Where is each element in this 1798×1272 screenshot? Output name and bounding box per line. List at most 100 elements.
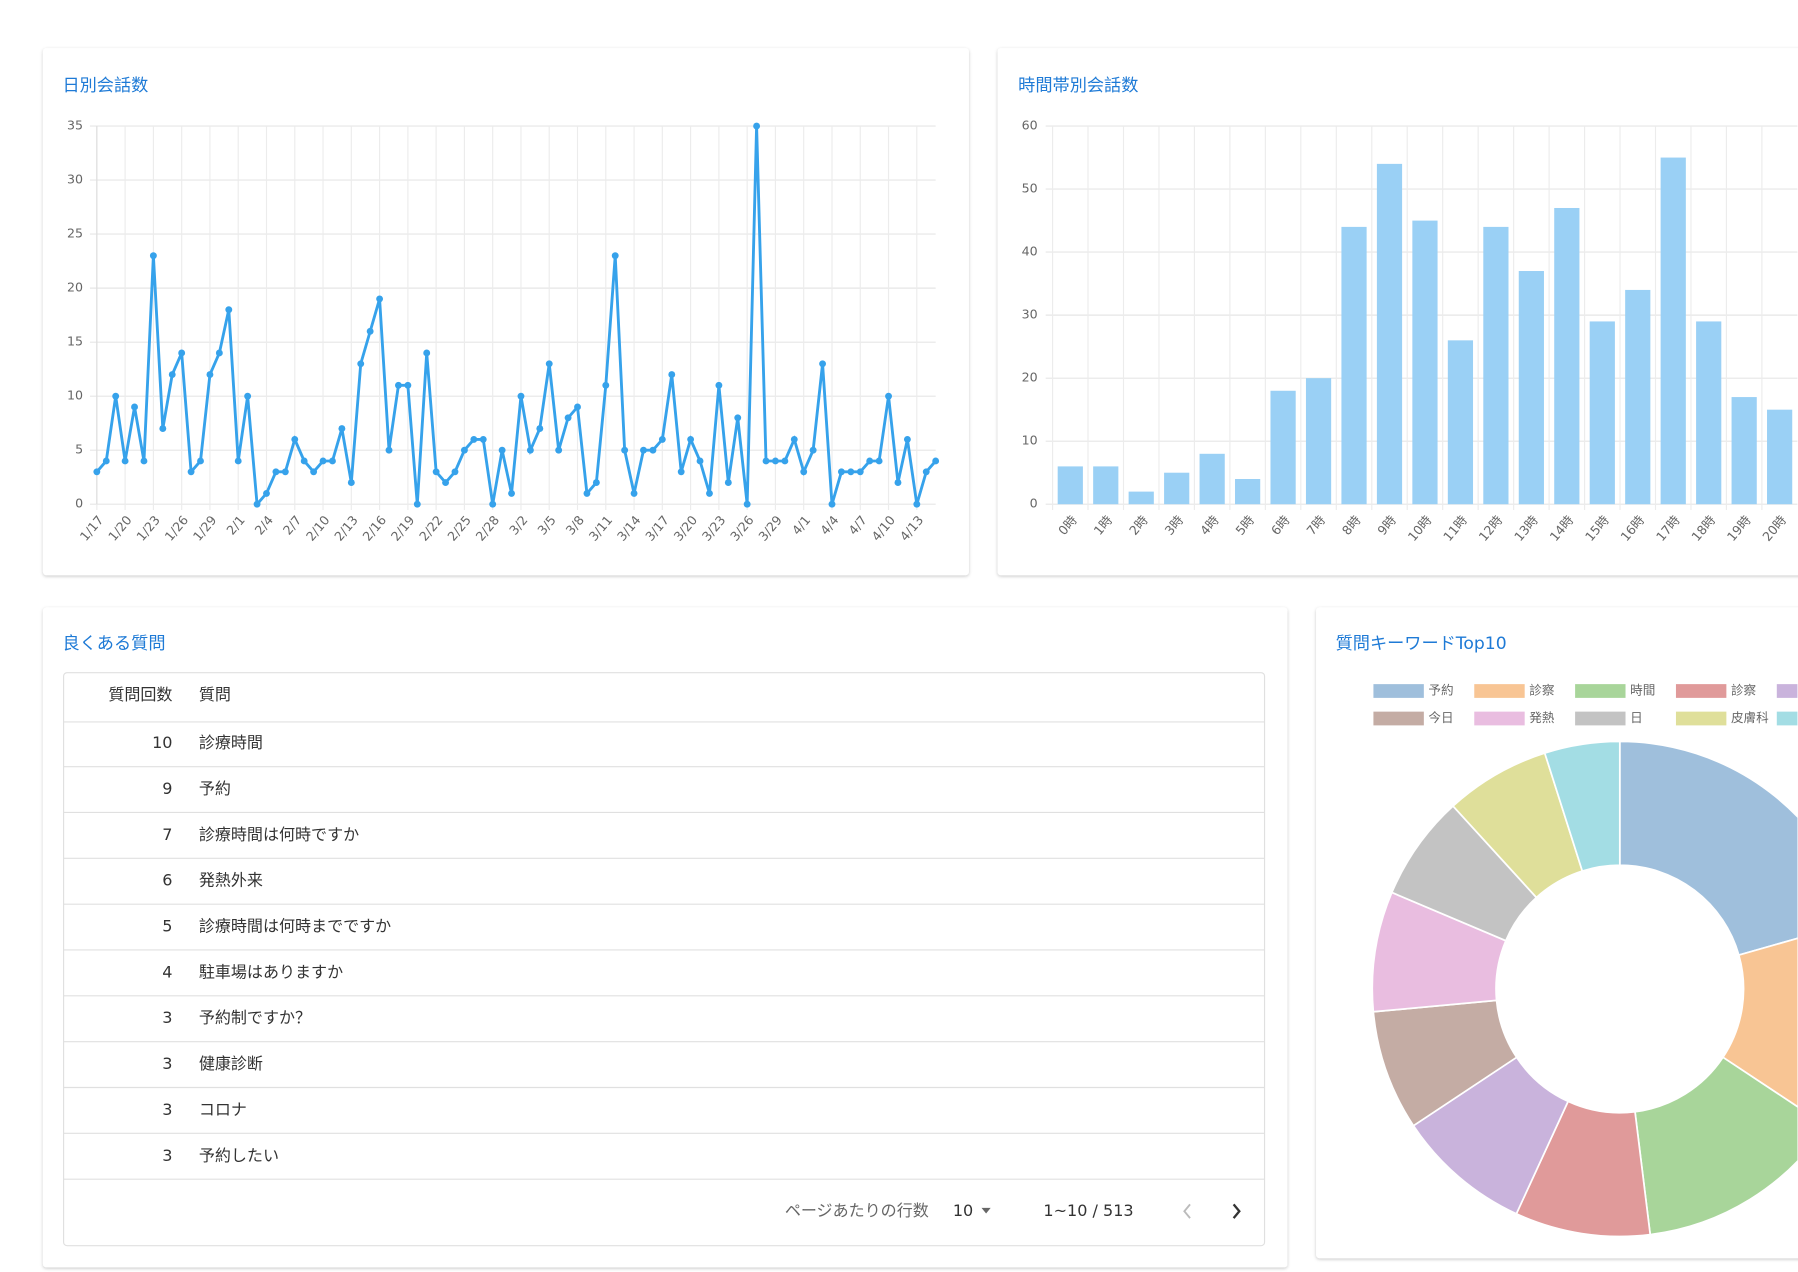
point	[234, 457, 242, 465]
point	[140, 457, 148, 465]
bar	[1235, 479, 1261, 505]
cell-count: 7	[162, 825, 172, 844]
point	[338, 425, 346, 433]
point	[310, 468, 318, 476]
y-tick-label: 30	[1022, 307, 1038, 322]
point	[875, 457, 883, 465]
point	[159, 425, 167, 433]
point	[903, 435, 911, 443]
point	[366, 327, 374, 335]
point	[640, 446, 647, 454]
bar	[1305, 378, 1332, 505]
point	[404, 381, 412, 389]
point	[470, 435, 478, 443]
cell-question: 駐車場はありますか	[199, 962, 343, 981]
bar	[1731, 397, 1757, 505]
point	[800, 468, 808, 476]
point	[376, 295, 384, 303]
legend-label: 診察	[1529, 683, 1555, 698]
cell-question: 発熱外来	[199, 871, 263, 890]
y-tick-label: 60	[1022, 118, 1038, 133]
line-series	[95, 126, 937, 508]
point	[668, 371, 676, 378]
card-title: 時間帯別会話数	[1018, 76, 1138, 96]
point	[442, 479, 450, 487]
point	[451, 468, 459, 476]
point	[300, 457, 308, 465]
table-frame	[63, 672, 1266, 1247]
point	[809, 446, 817, 454]
bar	[1767, 409, 1793, 505]
rows-per-page-select[interactable]: 10	[953, 1201, 973, 1220]
cell-question: 診療時間	[199, 733, 263, 752]
point	[790, 435, 798, 443]
point	[687, 435, 695, 443]
point	[178, 349, 186, 357]
y-tick-label: 25	[67, 226, 83, 241]
legend-label: 発熱	[1529, 710, 1555, 725]
cell-count: 10	[152, 733, 172, 752]
point	[724, 479, 732, 487]
point	[93, 468, 101, 476]
point	[291, 435, 299, 443]
point	[536, 425, 544, 433]
card	[42, 607, 1288, 1268]
point	[215, 349, 223, 357]
point	[112, 392, 120, 400]
point	[885, 392, 892, 400]
cell-count: 6	[162, 871, 172, 890]
point	[630, 489, 638, 497]
point	[602, 381, 610, 389]
legend-swatch	[1675, 684, 1727, 698]
point	[225, 306, 233, 314]
point	[913, 500, 921, 508]
point	[244, 392, 252, 400]
rows-per-page-label: ページあたりの行数	[785, 1201, 929, 1220]
y-tick-label: 35	[67, 118, 83, 133]
point	[489, 500, 497, 508]
point	[753, 122, 761, 130]
point	[828, 500, 836, 508]
cell-count: 3	[162, 1008, 172, 1027]
cell-question: 予約	[199, 779, 231, 798]
bar	[1518, 271, 1544, 505]
point	[149, 252, 157, 260]
prev-page[interactable]	[1183, 1203, 1191, 1219]
bar	[1376, 163, 1403, 505]
dropdown-caret[interactable]	[981, 1207, 991, 1214]
point	[413, 500, 421, 508]
next-page[interactable]	[1232, 1203, 1241, 1219]
point	[131, 403, 138, 411]
point	[932, 457, 940, 465]
point	[583, 489, 591, 497]
point	[696, 457, 704, 465]
cell-count: 3	[162, 1054, 172, 1073]
point	[715, 381, 723, 389]
point	[197, 457, 204, 465]
point	[526, 446, 534, 454]
legend-swatch	[1373, 711, 1424, 726]
y-tick-label: 40	[1022, 244, 1038, 259]
bar	[1483, 226, 1509, 505]
point	[479, 435, 487, 443]
point	[423, 349, 431, 357]
point	[574, 403, 581, 411]
bar	[1412, 220, 1438, 505]
legend-label: 時間	[1630, 683, 1655, 698]
point	[319, 457, 327, 465]
bar	[1696, 321, 1722, 505]
legend-swatch	[1474, 684, 1525, 698]
point	[592, 479, 600, 487]
y-tick-label: 15	[67, 334, 83, 349]
legend-swatch	[1675, 711, 1727, 726]
point	[781, 457, 789, 465]
column-header: 質問	[199, 685, 231, 704]
point	[677, 468, 685, 476]
y-tick-label: 10	[1022, 433, 1038, 448]
cell-question: コロナ	[199, 1100, 247, 1119]
point	[460, 446, 468, 454]
pie-slice	[1634, 1056, 1798, 1236]
legend-swatch	[1474, 711, 1525, 726]
